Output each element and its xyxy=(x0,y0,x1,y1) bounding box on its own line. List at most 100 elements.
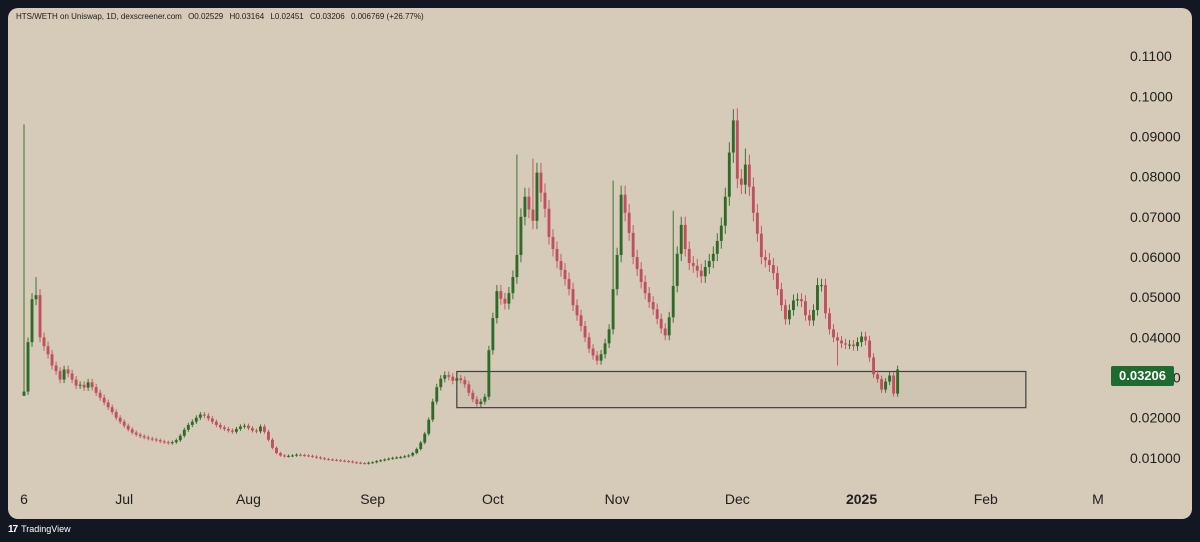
candle-body xyxy=(279,453,282,456)
y-tick-label: 0.02000 xyxy=(1130,410,1181,426)
candle-body xyxy=(451,376,455,381)
candle-body xyxy=(258,426,262,432)
candle-body xyxy=(844,343,847,345)
candle-body xyxy=(611,289,615,330)
y-tick-label: 0.05000 xyxy=(1130,289,1181,305)
candle-body xyxy=(74,379,78,386)
candle-body xyxy=(150,438,154,440)
y-tick-label: 0.01000 xyxy=(1130,450,1181,466)
candle-body xyxy=(323,458,327,460)
candle-body xyxy=(162,441,166,443)
candle-body xyxy=(707,261,711,268)
candle-body xyxy=(82,384,86,388)
candle-body xyxy=(547,208,551,237)
candle-body xyxy=(210,418,214,422)
candle-body xyxy=(783,305,787,320)
candle-body xyxy=(226,428,230,431)
candle-body xyxy=(387,458,391,460)
candle-body xyxy=(695,265,699,271)
candle-body xyxy=(868,340,872,358)
candle-body xyxy=(138,434,142,437)
candle-body xyxy=(363,463,367,465)
tradingview-brand: TradingView xyxy=(21,524,71,534)
candle-body xyxy=(583,326,587,338)
candle-body xyxy=(615,254,619,290)
candle-body xyxy=(747,164,751,187)
candle-body xyxy=(50,354,54,366)
candle-body xyxy=(411,453,415,456)
candle-body xyxy=(455,378,459,381)
candle-body xyxy=(804,301,807,316)
candle-body xyxy=(735,120,739,179)
candle-body xyxy=(403,456,407,458)
candle-body xyxy=(250,428,254,431)
chart-panel[interactable]: 0.010000.020000.030000.040000.050000.060… xyxy=(8,8,1192,519)
candle-body xyxy=(808,315,811,321)
candle-body xyxy=(315,456,318,458)
candle-body xyxy=(86,382,90,388)
candle-body xyxy=(519,216,523,255)
candle-body xyxy=(431,401,435,420)
y-tick-label: 0.07000 xyxy=(1130,209,1181,225)
y-tick-label: 0.1000 xyxy=(1130,88,1173,104)
candle-body xyxy=(339,460,343,462)
x-tick-label: Dec xyxy=(725,491,750,507)
candle-body xyxy=(763,257,767,261)
candle-body xyxy=(407,455,411,457)
candle-body xyxy=(731,120,735,153)
x-tick-label: 2025 xyxy=(846,491,877,507)
candle-body xyxy=(872,357,876,375)
candle-body xyxy=(307,455,310,457)
candle-body xyxy=(122,421,126,426)
candle-body xyxy=(198,414,202,418)
candle-body xyxy=(619,194,623,255)
candle-body xyxy=(78,384,82,386)
low-value: L0.02451 xyxy=(270,12,304,21)
candle-body xyxy=(856,342,859,347)
x-tick-label: Oct xyxy=(482,491,504,507)
candle-body xyxy=(218,424,222,428)
candle-body xyxy=(563,269,567,280)
candle-body xyxy=(459,378,463,380)
candle-body xyxy=(54,365,58,372)
candle-body xyxy=(66,369,70,374)
candle-body xyxy=(860,336,863,343)
candle-body xyxy=(515,254,519,278)
candle-body xyxy=(607,329,611,344)
candle-body xyxy=(331,459,335,461)
candle-body xyxy=(555,248,559,262)
candle-body xyxy=(723,196,727,226)
candle-body xyxy=(884,381,888,390)
candle-body xyxy=(383,459,387,461)
candle-body xyxy=(98,392,102,398)
candle-body xyxy=(511,277,515,294)
candle-body xyxy=(194,417,198,422)
candle-body xyxy=(539,172,543,193)
candle-body xyxy=(359,462,363,464)
candle-body xyxy=(467,384,471,393)
candle-body xyxy=(267,431,270,440)
candle-body xyxy=(699,270,703,277)
candle-body xyxy=(230,430,234,432)
candle-body xyxy=(587,337,591,349)
candle-body xyxy=(499,291,503,299)
candle-body xyxy=(503,298,507,304)
last-price-badge: 0.03206 xyxy=(1111,366,1174,386)
y-tick-label: 0.1100 xyxy=(1130,48,1172,64)
candle-body xyxy=(263,426,266,432)
candle-body xyxy=(892,375,896,394)
candle-body xyxy=(531,209,535,221)
candle-body xyxy=(711,253,715,262)
candle-body xyxy=(443,375,447,379)
candle-body xyxy=(375,461,379,463)
candle-body xyxy=(166,442,170,444)
candlestick-chart[interactable]: 0.010000.020000.030000.040000.050000.060… xyxy=(8,8,1192,519)
candle-body xyxy=(130,429,134,433)
candle-body xyxy=(471,392,475,400)
candle-body xyxy=(779,289,783,306)
candle-body xyxy=(567,279,571,290)
candle-body xyxy=(675,253,679,286)
symbol-label: HTS/WETH on Uniswap, 1D, dexscreener.com xyxy=(16,12,182,21)
candle-body xyxy=(691,263,695,266)
